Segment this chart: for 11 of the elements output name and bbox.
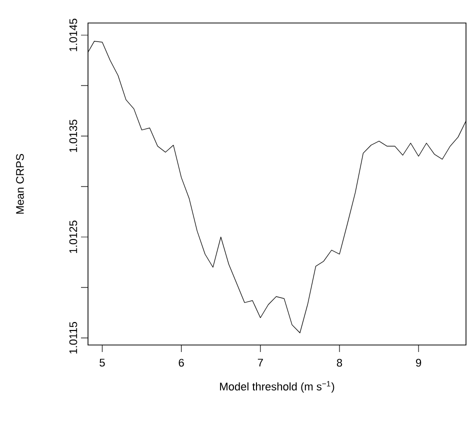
y-tick-label: 1.0135 bbox=[69, 120, 78, 152]
y-tick-label: 1.0125 bbox=[69, 220, 78, 253]
x-axis-title: Model threshold (m s$^{−1}$) bbox=[220, 381, 334, 393]
y-axis-title: Mean CRPS bbox=[16, 154, 24, 214]
y-tick-label: 1.0115 bbox=[69, 322, 78, 354]
x-tick-label: 6 bbox=[178, 358, 184, 367]
x-tick-label: 9 bbox=[416, 358, 422, 367]
x-tick-label: 5 bbox=[100, 358, 105, 367]
x-tick-label: 8 bbox=[336, 358, 342, 367]
y-tick-label: 1.0145 bbox=[69, 18, 78, 52]
x-tick-label: 7 bbox=[258, 358, 263, 366]
